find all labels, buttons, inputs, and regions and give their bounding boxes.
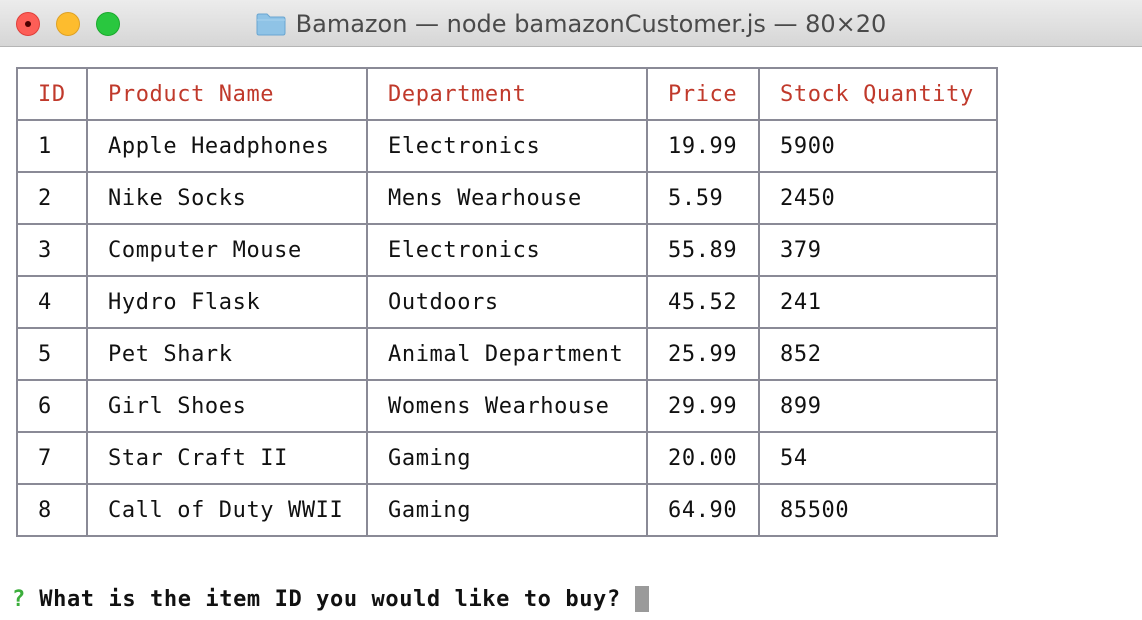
input-prompt[interactable]: ? What is the item ID you would like to … [12,586,649,612]
cell-stock-quantity: 379 [758,223,998,277]
minimize-window-button[interactable] [56,12,80,36]
products-table: ID Product Name Department Price Stock Q… [16,67,998,537]
cell-department: Animal Department [366,327,648,381]
cell-stock-quantity: 85500 [758,483,998,537]
title-bar[interactable]: Bamazon — node bamazonCustomer.js — 80×2… [0,0,1142,47]
cell-stock-quantity: 5900 [758,119,998,173]
cell-product-name: Girl Shoes [86,379,368,433]
cell-stock-quantity: 899 [758,379,998,433]
table-header-row: ID Product Name Department Price Stock Q… [16,67,998,121]
header-stock-quantity: Stock Quantity [758,67,998,121]
close-window-button[interactable] [16,12,40,36]
cell-department: Mens Wearhouse [366,171,648,225]
header-id: ID [16,67,88,121]
cell-department: Electronics [366,119,648,173]
table-row: 1 Apple Headphones Electronics 19.99 590… [16,119,998,173]
cell-price: 19.99 [646,119,760,173]
cell-price: 64.90 [646,483,760,537]
cell-id: 4 [16,275,88,329]
table-row: 2 Nike Socks Mens Wearhouse 5.59 2450 [16,171,998,225]
header-product-name: Product Name [86,67,368,121]
cell-price: 55.89 [646,223,760,277]
cell-product-name: Star Craft II [86,431,368,485]
header-price: Price [646,67,760,121]
cell-id: 7 [16,431,88,485]
table-row: 7 Star Craft II Gaming 20.00 54 [16,431,998,485]
cell-id: 2 [16,171,88,225]
title-container: Bamazon — node bamazonCustomer.js — 80×2… [0,0,1142,47]
cell-department: Outdoors [366,275,648,329]
table-row: 6 Girl Shoes Womens Wearhouse 29.99 899 [16,379,998,433]
text-cursor [634,586,649,612]
cell-department: Gaming [366,431,648,485]
cell-id: 6 [16,379,88,433]
cell-id: 8 [16,483,88,537]
cell-product-name: Apple Headphones [86,119,368,173]
cell-product-name: Computer Mouse [86,223,368,277]
cell-price: 25.99 [646,327,760,381]
cell-price: 29.99 [646,379,760,433]
table-row: 5 Pet Shark Animal Department 25.99 852 [16,327,998,381]
folder-icon [256,12,286,36]
cell-product-name: Nike Socks [86,171,368,225]
cell-department: Womens Wearhouse [366,379,648,433]
prompt-question-mark: ? [12,586,26,612]
table-row: 4 Hydro Flask Outdoors 45.52 241 [16,275,998,329]
maximize-window-button[interactable] [96,12,120,36]
cell-stock-quantity: 2450 [758,171,998,225]
cell-id: 1 [16,119,88,173]
header-department: Department [366,67,648,121]
cell-product-name: Call of Duty WWII [86,483,368,537]
cell-price: 20.00 [646,431,760,485]
cell-price: 5.59 [646,171,760,225]
table-row: 8 Call of Duty WWII Gaming 64.90 85500 [16,483,998,537]
cell-department: Gaming [366,483,648,537]
table-row: 3 Computer Mouse Electronics 55.89 379 [16,223,998,277]
cell-id: 3 [16,223,88,277]
terminal-content[interactable]: ID Product Name Department Price Stock Q… [0,48,1142,620]
cell-department: Electronics [366,223,648,277]
cell-stock-quantity: 852 [758,327,998,381]
prompt-question: What is the item ID you would like to bu… [39,586,621,612]
window-title: Bamazon — node bamazonCustomer.js — 80×2… [295,9,887,38]
cell-product-name: Pet Shark [86,327,368,381]
cell-stock-quantity: 54 [758,431,998,485]
cell-id: 5 [16,327,88,381]
cell-stock-quantity: 241 [758,275,998,329]
cell-product-name: Hydro Flask [86,275,368,329]
cell-price: 45.52 [646,275,760,329]
